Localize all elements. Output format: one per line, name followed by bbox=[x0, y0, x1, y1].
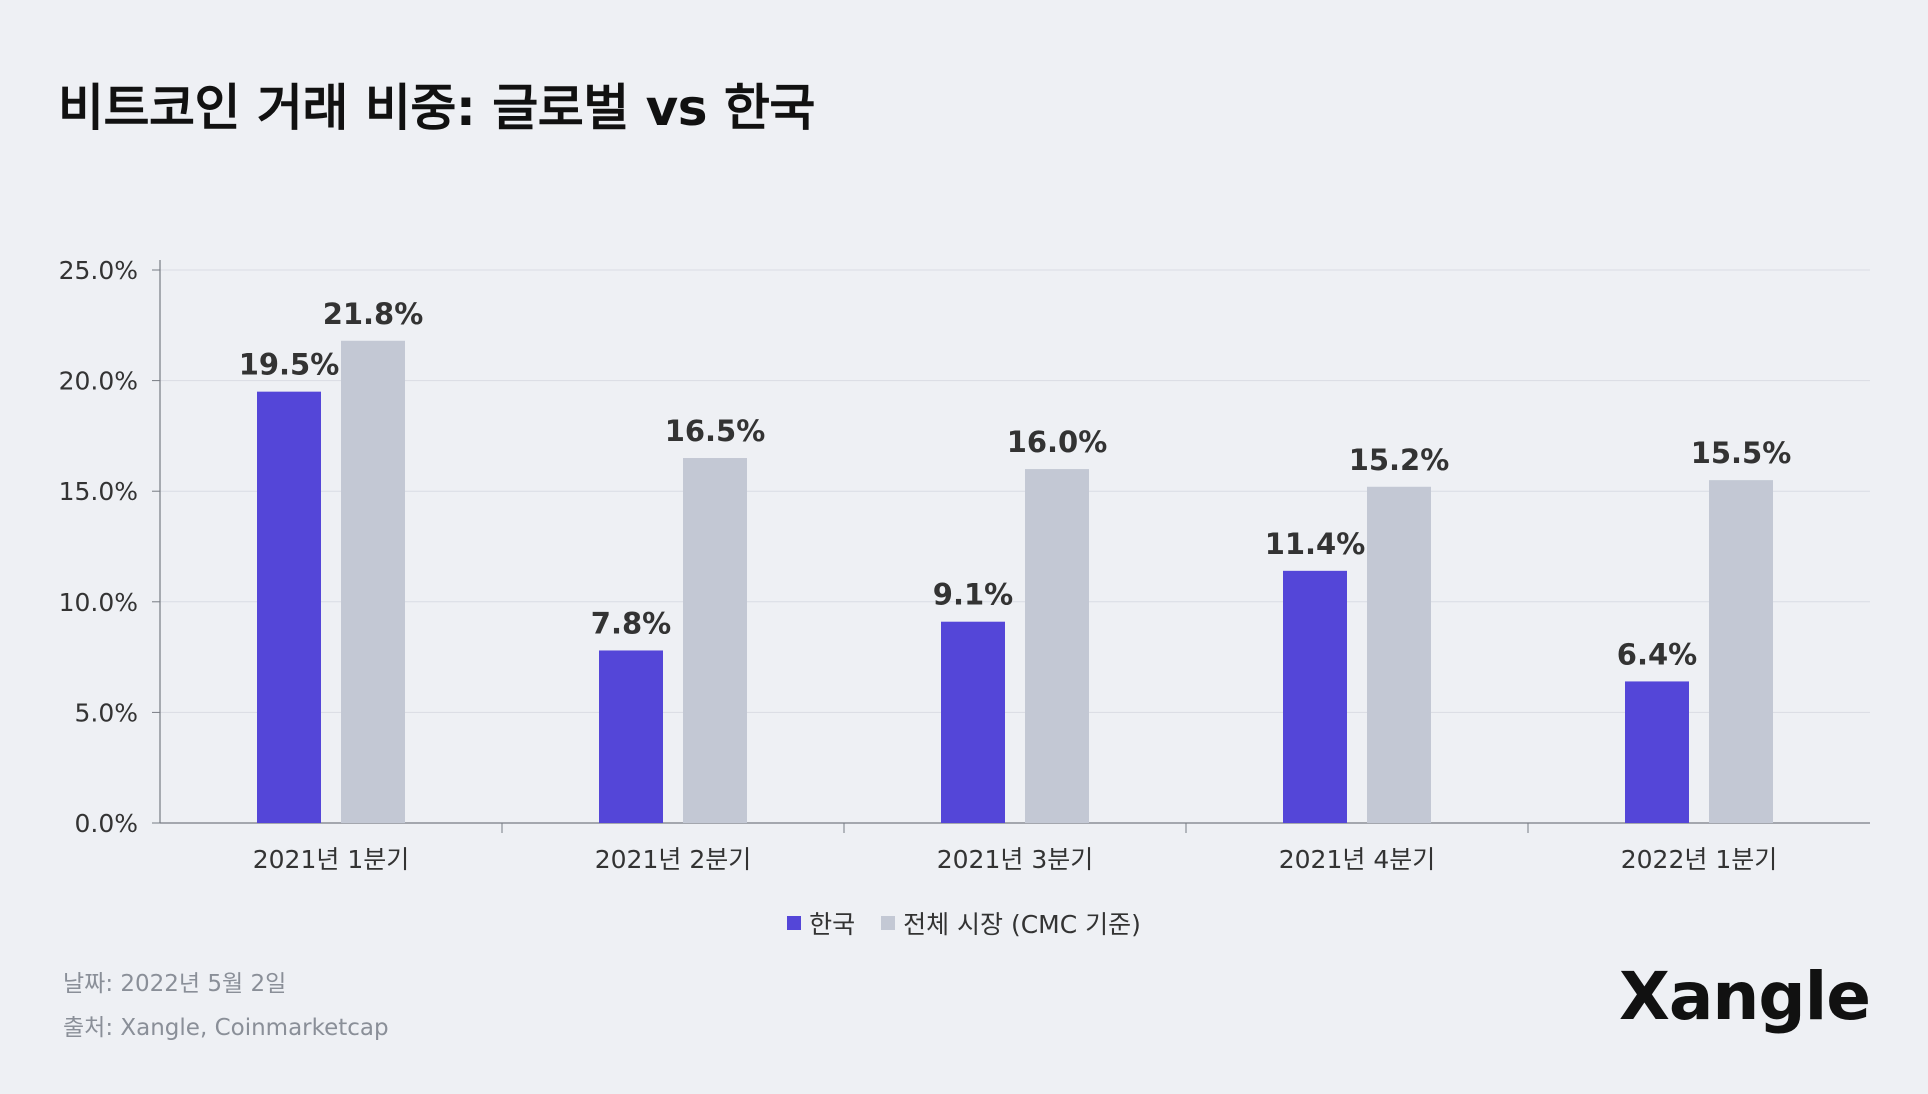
x-tick-label: 2022년 1분기 bbox=[1621, 845, 1777, 874]
bar-korea bbox=[941, 621, 1005, 823]
x-tick-label: 2021년 1분기 bbox=[253, 845, 409, 874]
footer-date: 날짜: 2022년 5월 2일 bbox=[63, 971, 287, 997]
x-tick-label: 2021년 4분기 bbox=[1279, 845, 1435, 874]
data-label: 21.8% bbox=[323, 297, 424, 331]
y-tick-label: 10.0% bbox=[59, 588, 138, 617]
data-label: 16.0% bbox=[1007, 425, 1108, 459]
legend: 한국 전체 시장 (CMC 기준) bbox=[0, 905, 1928, 941]
data-label: 19.5% bbox=[239, 348, 340, 382]
y-tick-label: 0.0% bbox=[74, 809, 138, 838]
data-label: 16.5% bbox=[665, 414, 766, 448]
x-tick-label: 2021년 2분기 bbox=[595, 845, 751, 874]
legend-swatch-total-market bbox=[881, 916, 896, 930]
y-tick-label: 5.0% bbox=[74, 698, 138, 727]
data-label: 7.8% bbox=[591, 606, 671, 640]
xangle-logo: Xangle bbox=[1618, 958, 1871, 1035]
bar-total-market bbox=[1367, 486, 1431, 823]
bar-total-market bbox=[683, 458, 747, 823]
bar-total-market bbox=[341, 340, 405, 823]
legend-label-total-market: 전체 시장 (CMC 기준) bbox=[903, 910, 1141, 939]
chart-title: 비트코인 거래 비중: 글로벌 vs 한국 bbox=[58, 79, 815, 137]
data-label: 9.1% bbox=[933, 578, 1013, 612]
data-label: 15.2% bbox=[1349, 443, 1450, 477]
y-tick-label: 20.0% bbox=[59, 367, 138, 396]
y-tick-label: 15.0% bbox=[59, 477, 138, 506]
legend-label-korea: 한국 bbox=[809, 910, 856, 939]
bar-korea bbox=[1625, 681, 1689, 823]
x-tick-label: 2021년 3분기 bbox=[937, 845, 1093, 874]
data-label: 11.4% bbox=[1265, 527, 1366, 561]
bar-korea bbox=[599, 650, 663, 823]
bar-korea bbox=[1283, 570, 1347, 823]
footer-source: 출처: Xangle, Coinmarketcap bbox=[63, 1015, 389, 1041]
legend-swatch-korea bbox=[787, 916, 802, 930]
legend-item-korea: 한국 bbox=[787, 905, 855, 941]
bar-korea bbox=[257, 391, 321, 823]
data-label: 15.5% bbox=[1691, 436, 1792, 470]
bar-total-market bbox=[1025, 469, 1089, 823]
data-label: 6.4% bbox=[1617, 637, 1697, 671]
y-tick-label: 25.0% bbox=[59, 256, 138, 285]
legend-item-total-market: 전체 시장 (CMC 기준) bbox=[881, 905, 1141, 941]
bar-total-market bbox=[1709, 480, 1773, 823]
